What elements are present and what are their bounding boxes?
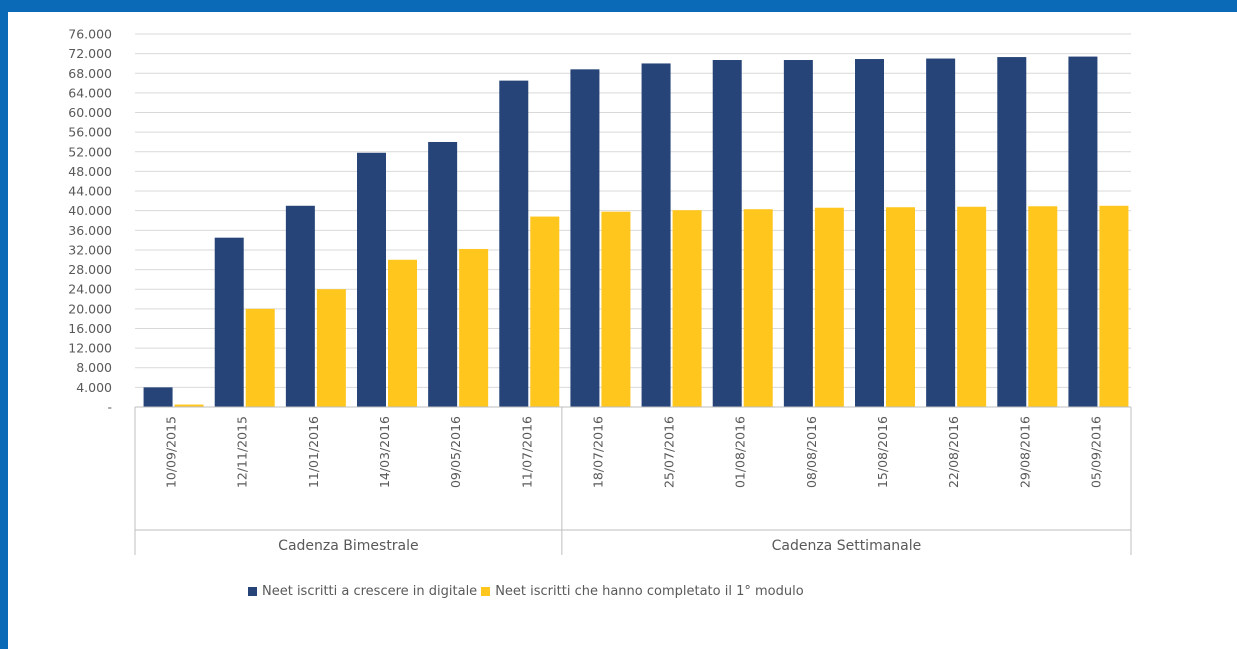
x-axis: 10/09/2015 12/11/2015 11/01/2016 14/03/2016… xyxy=(134,406,1132,555)
y-tick-label: 36.000 xyxy=(68,223,112,238)
y-tick-label: 52.000 xyxy=(68,144,112,159)
y-tick-label: 8.000 xyxy=(76,360,112,375)
y-axis: - 4.000 8.000 12.000 16.000 20.000 24.000 28.00… xyxy=(68,27,112,415)
y-tick-label: 12.000 xyxy=(68,341,112,356)
bar-series-1 xyxy=(357,152,386,407)
y-tick-label: 24.000 xyxy=(68,282,112,297)
bar-series-1 xyxy=(1068,56,1098,407)
bar-series-2 xyxy=(459,248,489,407)
bar-series-2 xyxy=(601,211,631,407)
legend-item-series-1: Neet iscritti a crescere in digitale xyxy=(248,584,477,599)
bar-series-2 xyxy=(530,216,560,407)
bars xyxy=(143,56,1129,408)
legend-label-series-2: Neet iscritti che hanno completato il 1°… xyxy=(495,584,804,599)
x-tick-label: 01/08/2016 xyxy=(733,416,748,488)
x-tick-label: 12/11/2015 xyxy=(235,416,250,488)
legend-swatch-series-1 xyxy=(248,587,257,596)
bar-series-2 xyxy=(957,206,987,407)
y-tick-label: 44.000 xyxy=(68,184,112,199)
y-tick-label: 68.000 xyxy=(68,66,112,81)
x-tick-label: 15/08/2016 xyxy=(875,416,890,488)
bar-series-1 xyxy=(214,237,244,407)
y-tick-label: 60.000 xyxy=(68,105,112,120)
y-tick-label: 20.000 xyxy=(68,301,112,316)
x-tick-label: 14/03/2016 xyxy=(377,416,392,488)
y-tick-label: - xyxy=(107,400,112,415)
x-tick-label: 08/08/2016 xyxy=(804,416,819,488)
bar-series-1 xyxy=(428,141,458,407)
x-tick-label: 29/08/2016 xyxy=(1017,416,1032,488)
bar-series-1 xyxy=(926,58,956,407)
bar-series-1 xyxy=(641,63,671,408)
bar-series-1 xyxy=(712,60,742,407)
bar-series-1 xyxy=(997,57,1027,407)
bar-series-1 xyxy=(855,59,884,407)
x-tick-label: 10/09/2015 xyxy=(164,416,179,488)
chart-frame: - 4.000 8.000 12.000 16.000 20.000 24.000 28.00… xyxy=(8,12,1237,649)
bar-series-1 xyxy=(285,205,315,407)
bar-series-2 xyxy=(886,207,915,407)
x-tick-label: 05/09/2016 xyxy=(1088,416,1103,488)
x-tick-label: 25/07/2016 xyxy=(662,416,677,488)
y-tick-label: 72.000 xyxy=(68,46,112,61)
bar-series-2 xyxy=(814,207,844,407)
group-label: Cadenza Bimestrale xyxy=(278,538,418,554)
bar-series-2 xyxy=(672,210,702,407)
bar-series-2 xyxy=(1099,205,1129,407)
legend: Neet iscritti a crescere in digitale Nee… xyxy=(248,584,804,599)
x-tick-label: 18/07/2016 xyxy=(590,416,605,488)
bar-series-1 xyxy=(783,60,813,407)
x-tick-label: 11/07/2016 xyxy=(519,416,534,488)
y-tick-label: 4.000 xyxy=(76,380,112,395)
bar-series-2 xyxy=(743,209,773,407)
bar-series-2 xyxy=(388,259,417,407)
legend-item-series-2: Neet iscritti che hanno completato il 1°… xyxy=(481,584,804,599)
y-tick-label: 48.000 xyxy=(68,164,112,179)
bar-series-2 xyxy=(1028,206,1058,407)
bar-series-1 xyxy=(499,80,529,407)
group-label: Cadenza Settimanale xyxy=(772,538,922,554)
y-tick-label: 76.000 xyxy=(68,27,112,42)
y-tick-label: 32.000 xyxy=(68,242,112,257)
x-tick-label: 11/01/2016 xyxy=(306,416,321,488)
bar-series-2 xyxy=(245,308,275,407)
y-tick-label: 28.000 xyxy=(68,262,112,277)
y-tick-label: 56.000 xyxy=(68,125,112,140)
y-tick-label: 16.000 xyxy=(68,321,112,336)
legend-swatch-series-2 xyxy=(481,587,491,596)
bar-series-1 xyxy=(570,69,600,407)
x-tick-label: 09/05/2016 xyxy=(448,416,463,488)
legend-label-series-1: Neet iscritti a crescere in digitale xyxy=(262,584,478,599)
bar-series-1 xyxy=(143,387,173,407)
y-tick-label: 64.000 xyxy=(68,85,112,100)
y-tick-label: 40.000 xyxy=(68,203,112,218)
x-tick-label: 22/08/2016 xyxy=(946,416,961,488)
bar-series-2 xyxy=(316,289,346,407)
bar-chart: - 4.000 8.000 12.000 16.000 20.000 24.000 28.00… xyxy=(68,27,1132,555)
bar-series-2 xyxy=(174,404,204,407)
